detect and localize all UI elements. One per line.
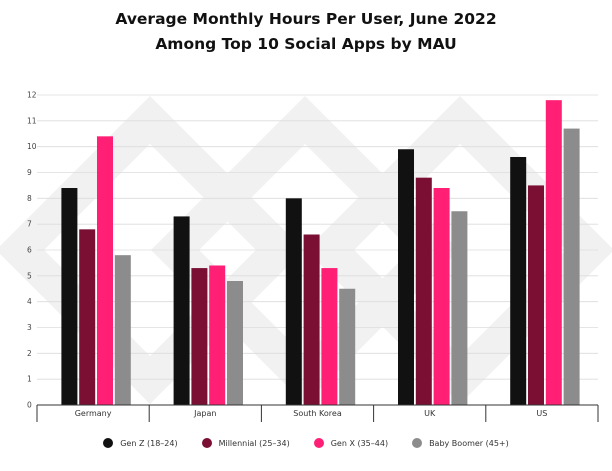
bars [61, 100, 580, 406]
bar [545, 100, 562, 406]
y-tick-label: 3 [27, 323, 32, 332]
bar [285, 198, 302, 405]
grid-lines [37, 94, 598, 380]
legend-label: Gen X (35–44) [330, 438, 389, 448]
legend-item: Gen X (35–44) [313, 438, 389, 448]
x-tick-label: South Korea [293, 409, 342, 418]
x-axis [36, 404, 599, 422]
x-axis-ticks: Germany Japan South Korea UK US [75, 409, 548, 418]
x-tick-label: Germany [75, 409, 112, 418]
legend-label: Baby Boomer (45+) [429, 438, 509, 448]
bar [528, 185, 544, 405]
bar [510, 157, 527, 405]
legend-item: Gen Z (18–24) [103, 438, 178, 448]
legend-swatch [201, 438, 212, 448]
bar [97, 136, 113, 406]
y-tick-label: 12 [27, 91, 37, 100]
bar [61, 188, 78, 405]
y-tick-label: 6 [27, 246, 32, 255]
y-tick-label: 5 [27, 271, 32, 280]
bar [173, 216, 190, 405]
bar [209, 265, 226, 405]
x-tick-label: Japan [193, 409, 216, 418]
bar [303, 234, 320, 405]
y-tick-label: 2 [27, 349, 32, 358]
x-tick-label: UK [424, 409, 436, 418]
legend-item: Millennial (25–34) [201, 438, 290, 448]
bar [339, 288, 356, 405]
bar [321, 268, 338, 405]
legend-label: Gen Z (18–24) [120, 438, 178, 448]
x-tick-label: US [536, 409, 547, 418]
y-tick-label: 7 [27, 220, 32, 229]
legend-item: Baby Boomer (45+) [412, 438, 509, 448]
y-tick-label: 11 [27, 116, 37, 125]
legend-swatch [103, 438, 114, 448]
y-tick-label: 10 [27, 142, 37, 151]
y-tick-label: 9 [27, 168, 32, 177]
legend-swatch [313, 438, 324, 448]
y-tick-label: 8 [27, 194, 32, 203]
bar [191, 268, 208, 405]
legend-label: Millennial (25–34) [218, 438, 290, 448]
y-tick-label: 1 [27, 375, 32, 384]
bar [563, 128, 580, 406]
chart-subtitle: Among Top 10 Social Apps by MAU [155, 35, 457, 53]
y-tick-label: 4 [27, 297, 32, 306]
legend: Gen Z (18–24) Millennial (25–34) Gen X (35… [0, 438, 612, 448]
bar [433, 188, 450, 405]
bar [451, 211, 468, 405]
y-tick-label: 0 [27, 401, 32, 410]
bar [398, 149, 414, 405]
legend-swatch [412, 438, 423, 448]
chart-title: Average Monthly Hours Per User, June 202… [115, 10, 497, 28]
bar [415, 177, 432, 405]
bar [79, 229, 96, 405]
bar [227, 281, 243, 405]
bar [114, 255, 131, 405]
